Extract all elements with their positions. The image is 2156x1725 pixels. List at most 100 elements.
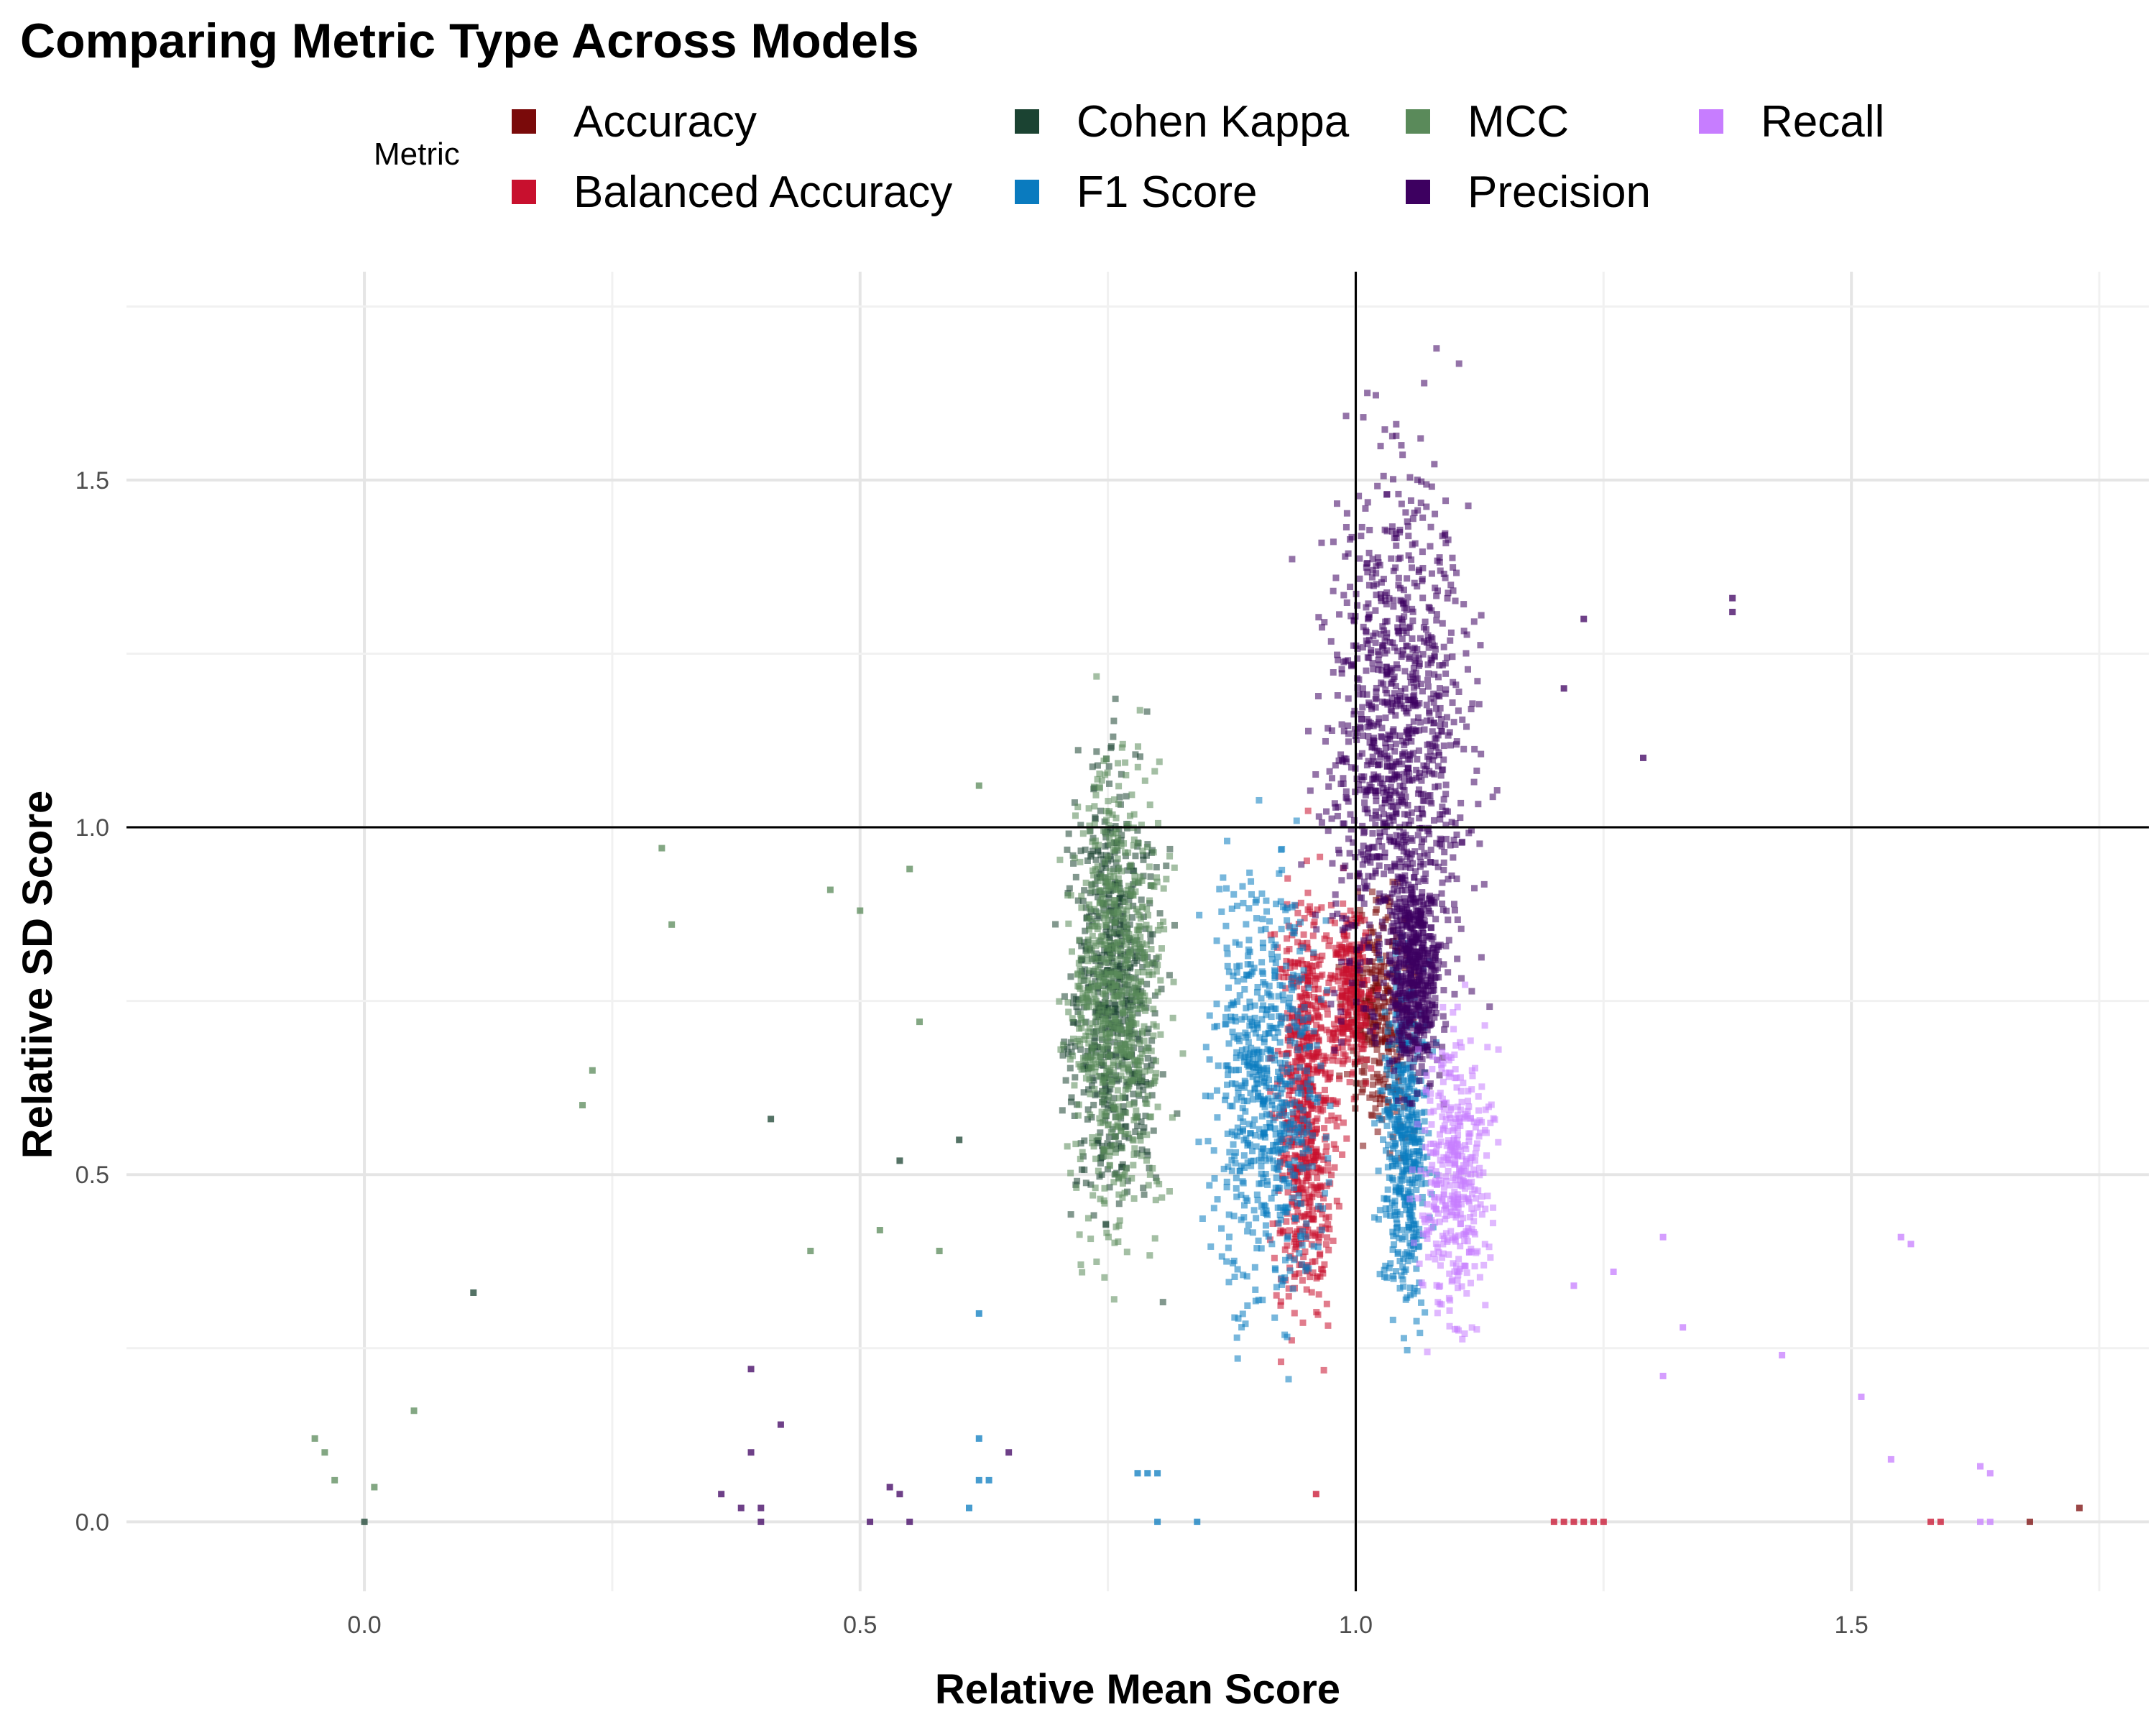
point-accuracy — [1376, 1100, 1383, 1107]
point-balanced-accuracy — [1303, 857, 1310, 865]
point-precision — [1452, 820, 1459, 827]
point-mcc — [1158, 945, 1165, 952]
point-f1-score — [1232, 1080, 1239, 1087]
point-precision — [1396, 526, 1404, 533]
point-precision — [1343, 599, 1350, 607]
point-balanced-accuracy — [1320, 1052, 1327, 1059]
point-balanced-accuracy — [1320, 1366, 1327, 1374]
point-precision — [1325, 724, 1332, 732]
point-f1-score — [1385, 1057, 1392, 1064]
point-balanced-accuracy — [1332, 951, 1340, 958]
point-balanced-accuracy — [1318, 1266, 1325, 1273]
point-precision — [1360, 1005, 1367, 1012]
point-f1-score — [1317, 996, 1325, 1003]
point-f1-score — [1298, 1200, 1305, 1208]
point-mcc — [1115, 1238, 1122, 1245]
point-balanced-accuracy — [1307, 908, 1314, 916]
point-f1-score — [1403, 1162, 1410, 1169]
point-mcc — [1123, 907, 1130, 914]
point-f1-score — [1243, 1034, 1250, 1041]
point-balanced-accuracy — [1309, 1056, 1316, 1063]
point-precision — [1335, 757, 1342, 764]
point-mcc — [1094, 1024, 1101, 1031]
point-balanced-accuracy — [1368, 1065, 1375, 1072]
point-f1-score — [1244, 1228, 1251, 1235]
point-mcc — [1084, 957, 1092, 965]
point-f1-score — [1263, 1064, 1271, 1072]
point-precision — [1356, 967, 1363, 974]
point-mcc — [1095, 937, 1102, 944]
point-mcc — [1102, 921, 1109, 929]
point-cohen-kappa — [1077, 1140, 1084, 1147]
point-f1-score — [1400, 1283, 1407, 1290]
point-f1-score — [1414, 1136, 1422, 1143]
point-accuracy — [1393, 1041, 1401, 1049]
point-precision — [1432, 893, 1439, 901]
point-f1-score — [1247, 1003, 1254, 1011]
point-mcc — [1137, 915, 1144, 922]
point-balanced-accuracy — [1286, 1015, 1293, 1022]
point-f1-score — [1405, 1064, 1412, 1072]
point-mcc — [1076, 1036, 1083, 1043]
point-mcc — [1106, 1152, 1113, 1159]
point-accuracy — [1373, 1046, 1381, 1053]
point-precision — [1426, 604, 1433, 612]
point-mcc — [1130, 983, 1137, 990]
point-precision — [1393, 661, 1400, 668]
point-precision — [1388, 433, 1396, 440]
point-cohen-kappa — [1144, 1054, 1151, 1062]
point-precision — [1475, 801, 1482, 808]
point-balanced-accuracy — [1360, 1001, 1368, 1008]
point-f1-score — [1239, 1310, 1246, 1317]
point-f1-score — [1264, 1045, 1271, 1052]
point-f1-score — [1266, 1119, 1273, 1126]
point-cohen-kappa — [1064, 1044, 1071, 1051]
point-precision — [1390, 567, 1397, 574]
point-cohen-kappa — [1104, 1097, 1111, 1104]
point-f1-score — [1401, 1268, 1408, 1275]
point-balanced-accuracy — [1312, 1118, 1319, 1125]
point-precision — [1340, 592, 1348, 599]
point-mcc — [1121, 1190, 1128, 1197]
point-precision — [1342, 915, 1350, 922]
point-precision — [1386, 1060, 1393, 1067]
point-f1-score — [1389, 1272, 1396, 1279]
point-mcc — [1119, 1194, 1126, 1201]
point-mcc — [1087, 916, 1095, 923]
point-mcc — [1157, 977, 1164, 984]
legend-key-f1-score — [1015, 180, 1039, 204]
point-precision — [1363, 564, 1370, 571]
point-mcc — [1087, 1111, 1094, 1118]
point-f1-score — [1395, 1156, 1402, 1164]
point-mcc — [1142, 1007, 1149, 1014]
point-precision — [1370, 844, 1378, 851]
point-cohen-kappa — [1081, 966, 1088, 973]
point-cohen-kappa — [1138, 896, 1145, 903]
point-f1-score — [1398, 1110, 1405, 1117]
point-precision — [1383, 663, 1390, 671]
point-balanced-accuracy — [1307, 1141, 1314, 1149]
point-mcc — [1130, 892, 1137, 899]
point-mcc — [1131, 873, 1138, 880]
point-precision — [1406, 770, 1413, 777]
point-mcc — [1137, 1054, 1144, 1062]
point-precision — [1364, 559, 1371, 566]
point-f1-score — [1279, 991, 1286, 998]
point-balanced-accuracy — [1325, 1221, 1332, 1228]
point-f1-score — [1274, 1076, 1281, 1083]
point-mcc — [1144, 1092, 1151, 1100]
point-balanced-accuracy — [1321, 1087, 1328, 1094]
point-f1-score — [1418, 1174, 1425, 1181]
point-precision — [1315, 614, 1322, 621]
point-f1-score — [1270, 1116, 1277, 1123]
point-cohen-kappa — [1122, 1123, 1129, 1130]
point-precision — [1401, 898, 1409, 906]
point-balanced-accuracy — [1353, 1050, 1360, 1057]
point-cohen-kappa — [1082, 1062, 1089, 1069]
point-cohen-kappa — [1130, 1090, 1137, 1098]
point-precision — [1453, 738, 1460, 745]
point-mcc — [1097, 897, 1105, 904]
point-mcc — [1100, 1088, 1107, 1095]
point-balanced-accuracy — [1307, 1274, 1314, 1281]
point-cohen-kappa — [1092, 888, 1099, 896]
